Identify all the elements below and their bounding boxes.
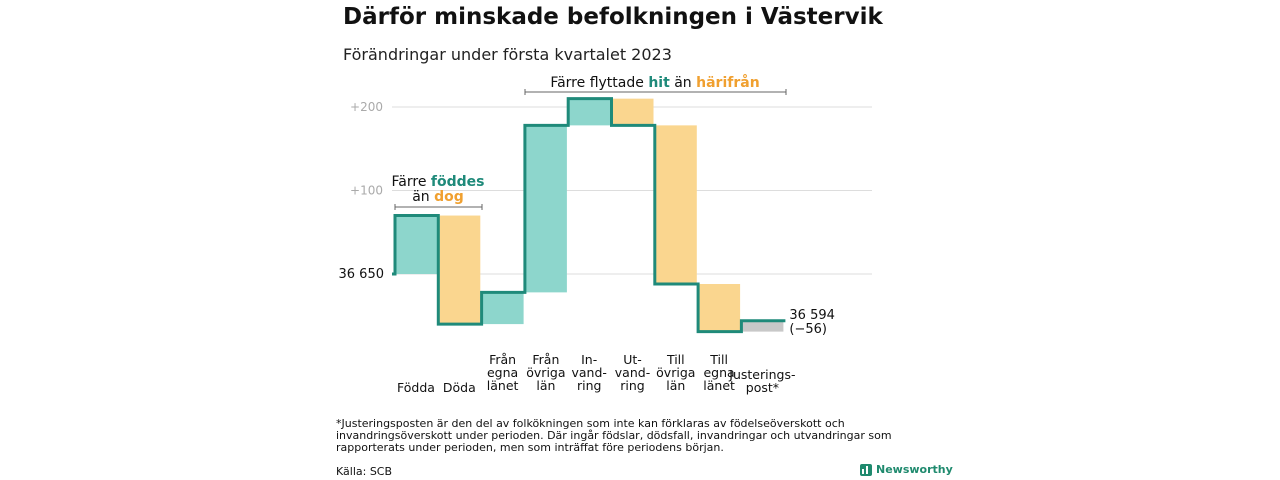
category-label: Justerings- xyxy=(728,367,795,382)
category-label: egna xyxy=(487,365,518,380)
category-label: vand- xyxy=(615,365,650,380)
bar-layer xyxy=(395,98,784,332)
category-label: övriga xyxy=(656,365,695,380)
y-tick-label: +200 xyxy=(350,100,383,114)
chart-subtitle: Förändringar under första kvartalet 2023 xyxy=(343,45,672,64)
category-label: vand- xyxy=(571,365,606,380)
annotation-text: Färre xyxy=(392,174,431,190)
waterfall-bar xyxy=(611,98,654,126)
annotation-emphasis: dog xyxy=(434,189,464,205)
source-label: Källa: SCB xyxy=(336,465,393,478)
annotation-emphasis: hit xyxy=(648,75,670,91)
births-annotation-line2: än dog xyxy=(412,189,464,205)
category-label: ring xyxy=(620,378,644,393)
waterfall-bar xyxy=(524,125,567,293)
waterfall-bar xyxy=(438,215,481,325)
y-tick-label: +100 xyxy=(350,184,383,198)
category-label: Till xyxy=(666,352,685,367)
level-step-line xyxy=(392,97,786,334)
category-label: ring xyxy=(577,378,601,393)
category-label: län xyxy=(536,378,555,393)
category-label: In- xyxy=(581,352,597,367)
category-label: Ut- xyxy=(623,352,642,367)
waterfall-bar xyxy=(741,320,784,332)
annotation-emphasis: föddes xyxy=(431,174,485,190)
line-layer xyxy=(392,97,786,334)
waterfall-bar xyxy=(481,292,524,325)
grid-layer: +100 +200 xyxy=(350,100,872,275)
annotation-emphasis: härifrån xyxy=(696,74,760,91)
births-annotation-line1: Färre föddes xyxy=(392,174,485,190)
brand-logo: Newsworthy xyxy=(860,463,953,476)
waterfall-bar xyxy=(395,215,437,274)
migration-annotation: Färre flyttade hit än härifrån xyxy=(550,74,759,91)
waterfall-bar xyxy=(568,98,611,126)
category-label: Döda xyxy=(443,380,476,395)
category-label: länet xyxy=(703,378,735,393)
footnote: *Justeringsposten är den del av folkökni… xyxy=(336,417,892,454)
chart-title: Därför minskade befolkningen i Västervik xyxy=(343,4,883,30)
category-label: övriga xyxy=(526,365,565,380)
category-label: Från xyxy=(532,352,559,367)
category-label: Från xyxy=(489,352,516,367)
start-value-label: 36 650 xyxy=(339,267,385,282)
annotation-text: än xyxy=(670,75,696,91)
category-label: egna xyxy=(703,365,734,380)
category-label: Till xyxy=(709,352,728,367)
waterfall-bar xyxy=(698,284,741,332)
annotation-text: än xyxy=(412,189,434,205)
newsworthy-logo-icon xyxy=(860,463,872,476)
category-label: länet xyxy=(487,378,519,393)
category-label: län xyxy=(666,378,685,393)
category-label: Födda xyxy=(397,380,435,395)
end-change-label: (−56) xyxy=(789,322,827,337)
annotation-text: Färre flyttade xyxy=(550,75,648,91)
brand-name: Newsworthy xyxy=(876,463,953,476)
waterfall-bar xyxy=(654,125,697,285)
end-value-label: 36 594 xyxy=(789,308,835,323)
category-label: post* xyxy=(746,380,779,395)
